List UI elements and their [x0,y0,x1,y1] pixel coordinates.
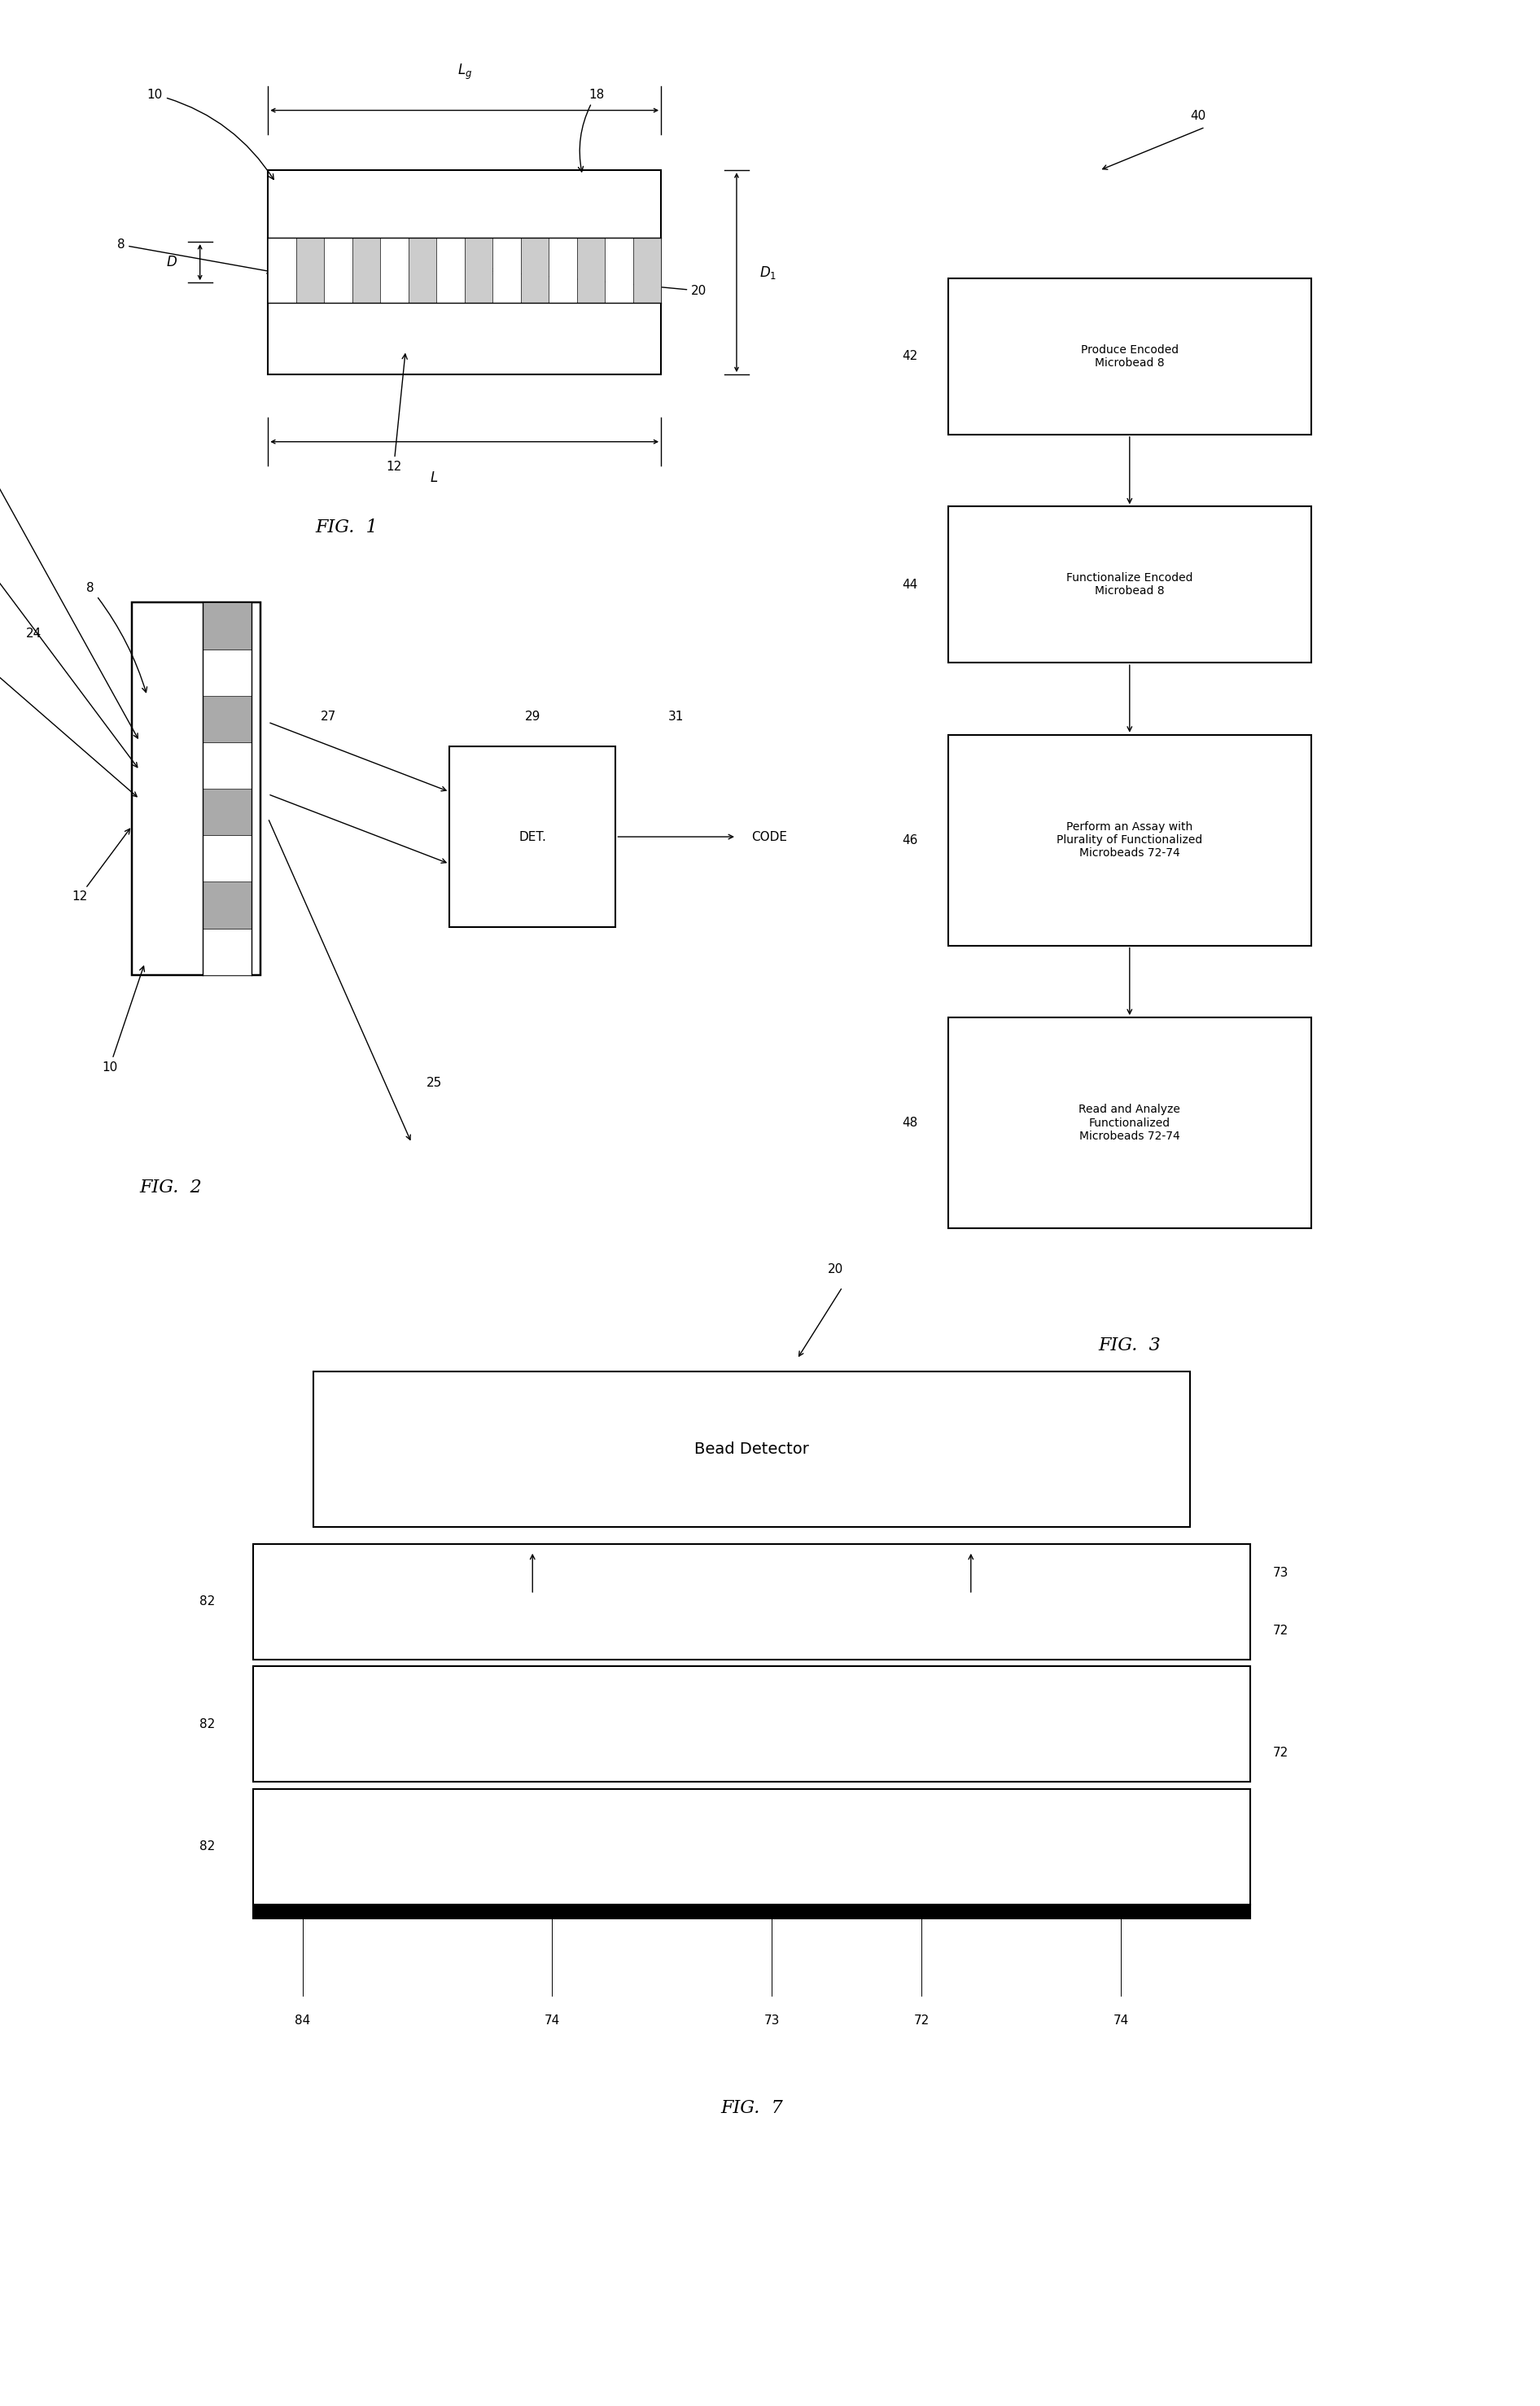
Text: Bead Detector: Bead Detector [695,1441,809,1458]
Text: Read and Analyze
Functionalized
Microbeads 72-74: Read and Analyze Functionalized Microbea… [1080,1104,1181,1143]
Text: 25: 25 [427,1078,442,1090]
Bar [203,883,251,929]
Text: 10: 10 [102,967,145,1073]
Bar [548,238,578,303]
Bar [380,238,408,303]
Text: $D$: $D$ [166,255,177,269]
Text: $D_1$: $D_1$ [759,265,776,282]
Text: 72: 72 [1274,1624,1289,1636]
Text: FIG.  2: FIG. 2 [139,1179,202,1196]
Bar [521,238,548,303]
Text: FIG.  7: FIG. 7 [721,2098,782,2117]
Text: 48: 48 [902,1116,918,1128]
Text: 8: 8 [86,582,146,693]
Bar [436,238,465,303]
Text: 74: 74 [544,2014,561,2026]
Text: 74: 74 [1113,2014,1129,2026]
Bar [450,746,616,926]
Bar [203,602,251,650]
Text: 31: 31 [668,710,684,722]
Bar [949,508,1311,662]
Bar [203,929,251,974]
Text: 82: 82 [199,1841,216,1853]
Text: 73: 73 [764,2014,779,2026]
Text: CODE: CODE [752,830,787,842]
Text: FIG.  3: FIG. 3 [1098,1335,1161,1355]
Text: 29: 29 [525,710,541,722]
Text: 46: 46 [902,835,918,847]
Bar [253,1545,1250,1660]
Text: 72: 72 [913,2014,929,2026]
Bar [253,1667,1250,1783]
Text: 73: 73 [1274,1566,1289,1578]
Bar [323,238,353,303]
Text: 20: 20 [488,269,707,296]
Text: 18: 18 [579,89,604,171]
Text: 24: 24 [26,628,42,640]
Bar [253,1790,1250,1903]
Bar [253,1903,1250,1918]
Text: 72: 72 [1274,1747,1289,1759]
Bar [949,734,1311,946]
Bar [203,650,251,695]
Text: $L$: $L$ [430,472,439,486]
Text: Perform an Assay with
Plurality of Functionalized
Microbeads 72-74: Perform an Assay with Plurality of Funct… [1056,820,1203,859]
Text: 10: 10 [146,89,274,180]
Text: 8: 8 [117,238,273,274]
Bar [949,1018,1311,1227]
Bar [493,238,521,303]
Text: Functionalize Encoded
Microbead 8: Functionalize Encoded Microbead 8 [1066,573,1194,597]
Text: 82: 82 [199,1718,216,1730]
Bar [633,238,661,303]
Bar [578,238,605,303]
Bar [268,171,661,375]
Bar [313,1371,1190,1528]
Text: 44: 44 [902,577,918,592]
Bar [203,835,251,883]
Bar [268,238,296,303]
Text: DET.: DET. [519,830,547,842]
Text: 27: 27 [320,710,336,722]
Text: 82: 82 [199,1595,216,1607]
Text: 12: 12 [71,828,129,902]
Bar [949,279,1311,435]
Text: 84: 84 [296,2014,311,2026]
Bar [353,238,380,303]
Text: 20: 20 [827,1263,842,1275]
Text: 12: 12 [387,354,407,474]
Text: $L_g$: $L_g$ [457,63,471,82]
Bar [203,741,251,789]
Text: 40: 40 [1190,111,1206,123]
Text: Produce Encoded
Microbead 8: Produce Encoded Microbead 8 [1081,344,1178,368]
Bar [408,238,436,303]
Text: FIG.  1: FIG. 1 [316,520,377,537]
Bar [605,238,633,303]
Bar [203,789,251,835]
Bar [465,238,493,303]
Text: 42: 42 [902,351,918,363]
Bar [203,695,251,741]
Bar [296,238,323,303]
Bar [132,602,260,974]
